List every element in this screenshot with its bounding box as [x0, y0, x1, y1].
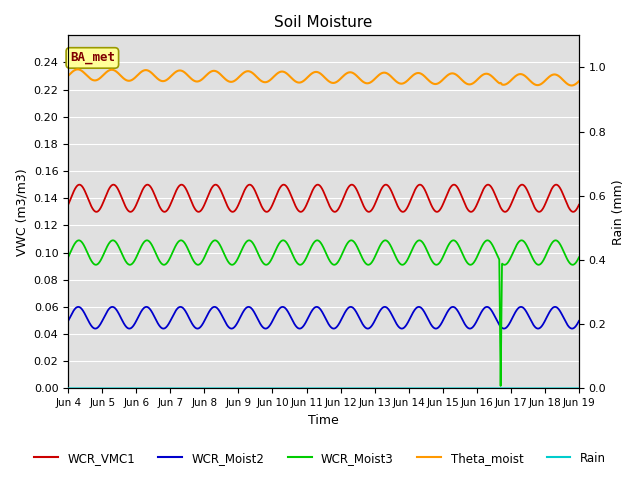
- Title: Soil Moisture: Soil Moisture: [275, 15, 372, 30]
- Y-axis label: VWC (m3/m3): VWC (m3/m3): [15, 168, 28, 256]
- X-axis label: Time: Time: [308, 414, 339, 427]
- Y-axis label: Rain (mm): Rain (mm): [612, 179, 625, 245]
- Legend: WCR_VMC1, WCR_Moist2, WCR_Moist3, Theta_moist, Rain: WCR_VMC1, WCR_Moist2, WCR_Moist3, Theta_…: [29, 447, 611, 469]
- Text: BA_met: BA_met: [70, 51, 115, 64]
